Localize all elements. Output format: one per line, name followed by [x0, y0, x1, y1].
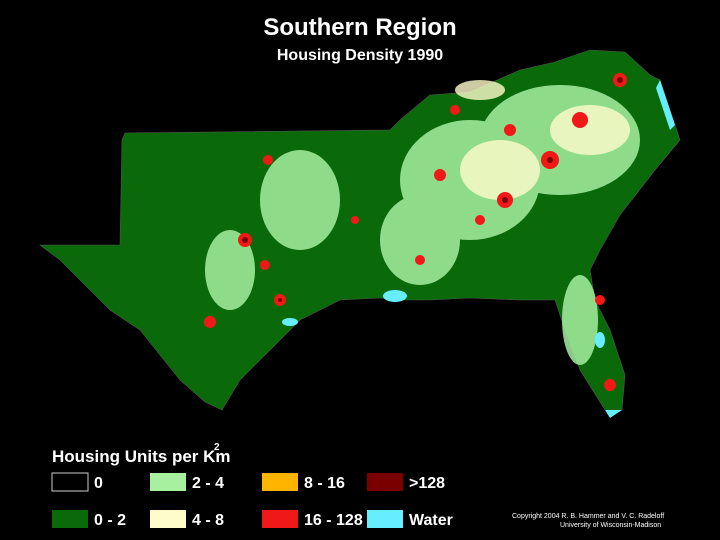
legend-label: >128 — [409, 475, 445, 492]
legend-swatch — [367, 510, 403, 528]
legend-label: 16 - 128 — [304, 512, 363, 529]
subtitle: Housing Density 1990 — [277, 47, 443, 64]
legend-title: Housing Units per Km — [52, 447, 231, 466]
legend-label: Water — [409, 512, 453, 529]
legend-label: 0 — [94, 475, 103, 492]
legend-swatch — [52, 510, 88, 528]
legend-label: 2 - 4 — [192, 475, 224, 492]
legend-swatch — [262, 473, 298, 491]
map — [39, 49, 681, 418]
legend: Housing Units per Km 2 0 0 - 2 2 - 4 4 - 8 8… — [51, 442, 453, 529]
urban-cores — [242, 77, 623, 302]
legend-swatch — [150, 510, 186, 528]
credit-line: University of Wisconsin-Madison — [560, 522, 661, 529]
legend-label: 4 - 8 — [192, 512, 224, 529]
water-bodies — [282, 80, 675, 418]
legend-label: 8 - 16 — [304, 475, 345, 492]
title: Southern Region — [263, 14, 456, 41]
density-patches-mid — [455, 80, 630, 200]
legend-swatch — [150, 473, 186, 491]
legend-swatch — [367, 473, 403, 491]
legend-title-superscript: 2 — [214, 442, 220, 453]
legend-swatch — [51, 472, 89, 492]
legend-label: 0 - 2 — [94, 512, 126, 529]
credit-line: Copyright 2004 R. B. Hammer and V. C. Ra… — [512, 513, 664, 520]
legend-swatch — [262, 510, 298, 528]
